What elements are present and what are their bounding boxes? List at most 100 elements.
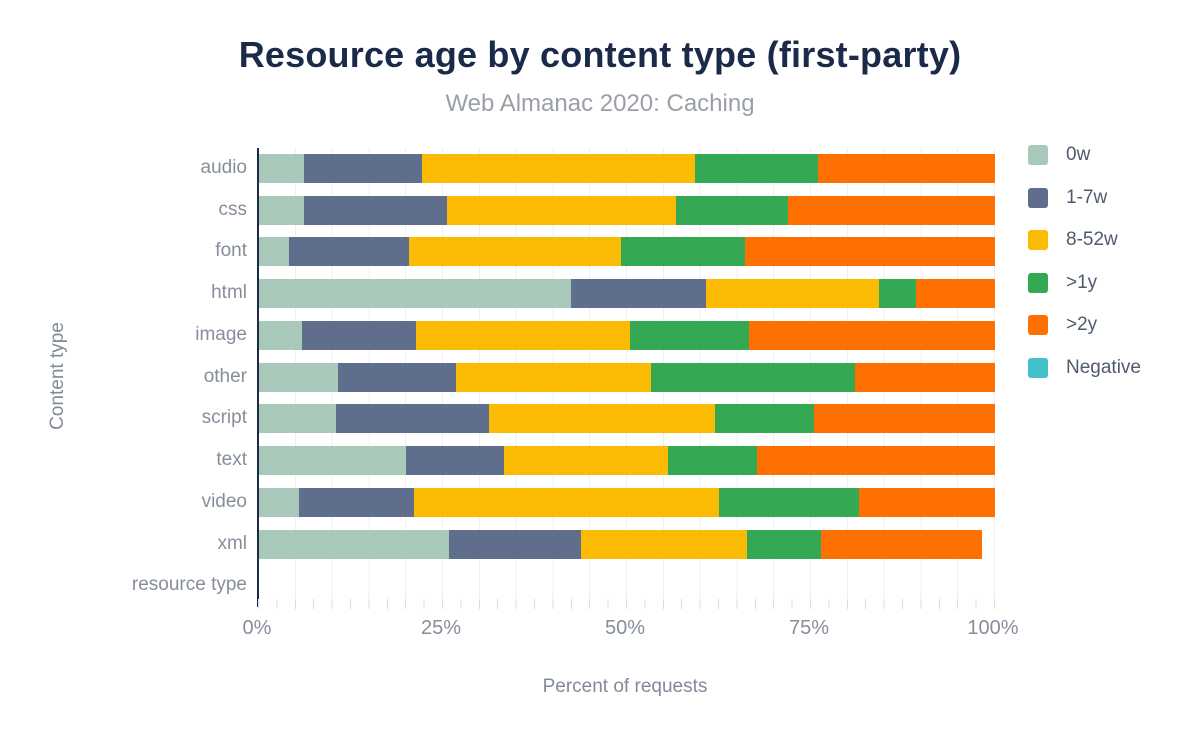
bar-segment-css->1y[interactable] — [675, 195, 789, 225]
x-tick-label-0pct: 0% — [242, 617, 272, 639]
x-axis-title: Percent of requests — [542, 676, 708, 697]
bar-segment-css-0w[interactable] — [259, 195, 304, 225]
bar-segment-font-0w[interactable] — [259, 237, 290, 267]
bar-segment-other->2y[interactable] — [855, 362, 995, 392]
x-tick-label-100pct: 100% — [967, 617, 1019, 639]
bar-segment-text->2y[interactable] — [756, 446, 995, 476]
category-label-html: html — [211, 282, 247, 304]
bar-segment-css-1-7w[interactable] — [303, 195, 447, 225]
stacked-bar-css — [259, 195, 995, 225]
bar-segment-audio-8-52w[interactable] — [422, 154, 695, 183]
stacked-bar-font — [259, 237, 995, 267]
x-tick-label-25pct: 25% — [420, 617, 462, 639]
bar-segment-css-8-52w[interactable] — [446, 195, 676, 225]
bar-row-css — [259, 190, 995, 232]
bar-segment-script-1-7w[interactable] — [336, 404, 489, 434]
bar-segment-image-0w[interactable] — [259, 320, 303, 350]
bar-segment-other-0w[interactable] — [259, 362, 338, 392]
bar-segment-video-1-7w[interactable] — [298, 487, 415, 517]
stacked-bar-other — [259, 362, 995, 392]
bar-segment-video-0w[interactable] — [259, 487, 299, 517]
legend-item-Negative[interactable]: Negative — [1028, 356, 1141, 378]
bar-segment-video->1y[interactable] — [718, 487, 859, 517]
legend-label->1y: >1y — [1066, 271, 1098, 293]
bar-segment-audio->1y[interactable] — [694, 154, 818, 183]
bar-segment-html->2y[interactable] — [916, 279, 995, 309]
bar-row-text — [259, 440, 995, 482]
legend-label-8-52w: 8-52w — [1066, 229, 1118, 250]
bar-segment-image-8-52w[interactable] — [415, 320, 630, 350]
legend-item-1-7w[interactable]: 1-7w — [1028, 186, 1141, 208]
legend: 0w 1-7w 8-52w >1y >2y Negative — [1028, 144, 1141, 400]
bar-segment-html-0w[interactable] — [259, 279, 572, 309]
legend-item-8-52w[interactable]: 8-52w — [1028, 229, 1141, 250]
x-tick-label-50pct: 50% — [604, 617, 646, 639]
bar-segment-other-1-7w[interactable] — [337, 362, 457, 392]
bar-segment-html->1y[interactable] — [878, 279, 917, 309]
legend-swatch-Negative — [1028, 357, 1048, 378]
legend-label-1-7w: 1-7w — [1066, 186, 1108, 208]
bar-row-other — [259, 357, 995, 399]
category-label-xml: xml — [217, 532, 247, 554]
x-axis-tick-marks — [258, 599, 995, 609]
stacked-bar-image — [259, 320, 995, 350]
bar-segment-font-8-52w[interactable] — [409, 237, 622, 267]
bar-segment-script-0w[interactable] — [259, 404, 337, 434]
bar-segment-image->1y[interactable] — [629, 320, 750, 350]
bar-segment-xml-1-7w[interactable] — [448, 529, 582, 559]
bar-row-font — [259, 231, 995, 273]
legend-swatch->1y — [1028, 272, 1048, 293]
bar-segment-video-8-52w[interactable] — [414, 487, 719, 517]
legend-label-0w: 0w — [1066, 144, 1091, 165]
bar-segment-image-1-7w[interactable] — [302, 320, 416, 350]
legend-swatch-1-7w — [1028, 187, 1048, 208]
bar-segment-text-1-7w[interactable] — [406, 446, 505, 476]
bar-segment-audio-1-7w[interactable] — [303, 154, 423, 183]
category-label-other: other — [203, 365, 247, 387]
legend-item->2y[interactable]: >2y — [1028, 314, 1141, 335]
chart-subtitle: Web Almanac 2020: Caching — [445, 90, 755, 117]
legend-swatch->2y — [1028, 315, 1048, 335]
category-label-image: image — [195, 323, 247, 345]
bar-segment-script->2y[interactable] — [813, 404, 995, 434]
legend-swatch-0w — [1028, 145, 1048, 165]
bar-segment-html-1-7w[interactable] — [571, 279, 706, 309]
bar-row-audio — [259, 148, 995, 190]
category-label-script: script — [201, 407, 247, 429]
stacked-bar-text — [259, 446, 995, 476]
bar-segment-font->2y[interactable] — [744, 237, 995, 267]
bar-segment-html-8-52w[interactable] — [705, 279, 879, 309]
bar-segment-other-8-52w[interactable] — [456, 362, 651, 392]
legend-label-Negative: Negative — [1066, 356, 1141, 378]
bar-segment-text-0w[interactable] — [259, 446, 407, 476]
bar-segment-text-8-52w[interactable] — [504, 446, 669, 476]
bar-segment-audio-0w[interactable] — [259, 154, 304, 183]
legend-item->1y[interactable]: >1y — [1028, 271, 1141, 293]
bar-segment-xml-8-52w[interactable] — [581, 529, 747, 559]
bar-segment-font-1-7w[interactable] — [289, 237, 410, 267]
bar-segment-video->2y[interactable] — [858, 487, 995, 517]
bar-segment-font->1y[interactable] — [621, 237, 745, 267]
bar-segment-script-8-52w[interactable] — [488, 404, 715, 434]
bar-segment-audio->2y[interactable] — [817, 154, 995, 183]
category-label-font: font — [215, 240, 247, 262]
category-label-resource-type: resource type — [131, 574, 247, 596]
bar-segment-xml->1y[interactable] — [746, 529, 822, 559]
bar-row-video — [259, 482, 995, 524]
legend-swatch-8-52w — [1028, 230, 1048, 250]
bar-segment-xml->2y[interactable] — [821, 529, 982, 559]
bar-segment-script->1y[interactable] — [714, 404, 814, 434]
category-label-css: css — [218, 198, 248, 220]
bar-segment-css->2y[interactable] — [788, 195, 995, 225]
bar-segment-other->1y[interactable] — [650, 362, 856, 392]
legend-item-0w[interactable]: 0w — [1028, 144, 1141, 165]
bar-row-xml — [259, 524, 995, 566]
chart-title: Resource age by content type (first-part… — [238, 34, 962, 75]
bar-segment-text->1y[interactable] — [668, 446, 757, 476]
bar-segment-xml-0w[interactable] — [259, 529, 449, 559]
bar-segment-image->2y[interactable] — [749, 320, 995, 350]
stacked-bar-script — [259, 404, 995, 434]
category-label-video: video — [201, 490, 247, 512]
bar-row-html — [259, 273, 995, 315]
